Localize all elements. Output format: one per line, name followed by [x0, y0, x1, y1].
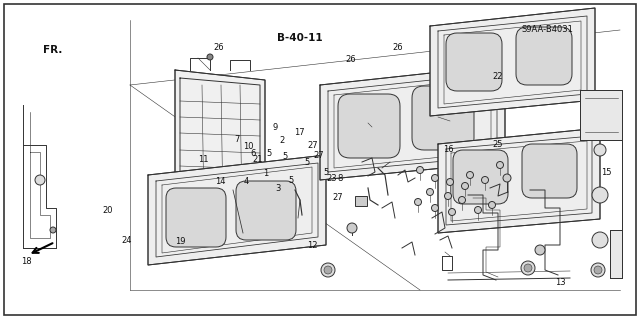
Text: 26: 26 — [214, 43, 224, 52]
Text: 14: 14 — [216, 177, 226, 186]
FancyBboxPatch shape — [516, 27, 572, 85]
Circle shape — [426, 189, 433, 196]
Circle shape — [594, 266, 602, 274]
Circle shape — [449, 209, 456, 216]
Text: 3: 3 — [276, 184, 281, 193]
Text: 5: 5 — [289, 176, 294, 185]
Text: 20: 20 — [102, 206, 113, 215]
Text: 27: 27 — [314, 151, 324, 160]
Circle shape — [321, 263, 335, 277]
Text: 15: 15 — [602, 168, 612, 177]
Text: 27: 27 — [307, 141, 317, 150]
Circle shape — [445, 192, 451, 199]
Circle shape — [415, 198, 422, 205]
Text: 7: 7 — [234, 135, 239, 144]
Circle shape — [481, 176, 488, 183]
Text: 2: 2 — [279, 136, 284, 145]
Polygon shape — [148, 155, 326, 265]
FancyBboxPatch shape — [338, 94, 400, 158]
Polygon shape — [438, 128, 600, 233]
Polygon shape — [175, 70, 265, 225]
FancyBboxPatch shape — [453, 150, 508, 204]
Circle shape — [535, 245, 545, 255]
Text: 5: 5 — [282, 152, 287, 161]
Circle shape — [207, 54, 213, 60]
Circle shape — [35, 175, 45, 185]
Circle shape — [521, 261, 535, 275]
Circle shape — [431, 204, 438, 211]
Text: 13: 13 — [555, 278, 565, 287]
Circle shape — [467, 172, 474, 179]
Circle shape — [592, 187, 608, 203]
Text: 23: 23 — [326, 174, 337, 183]
Text: 12: 12 — [307, 241, 317, 250]
Text: 10: 10 — [243, 142, 253, 151]
Circle shape — [591, 263, 605, 277]
FancyBboxPatch shape — [166, 188, 226, 247]
Polygon shape — [580, 90, 622, 278]
Text: 19: 19 — [175, 237, 186, 246]
Text: 24: 24 — [122, 236, 132, 245]
Text: 22: 22 — [493, 72, 503, 81]
Text: 5: 5 — [266, 149, 271, 158]
Circle shape — [347, 223, 357, 233]
Polygon shape — [430, 8, 595, 116]
Text: 26: 26 — [393, 43, 403, 52]
Text: 9: 9 — [273, 123, 278, 132]
Text: 5: 5 — [324, 168, 329, 177]
Text: 1: 1 — [263, 169, 268, 178]
Circle shape — [592, 232, 608, 248]
Text: 11: 11 — [198, 155, 209, 164]
FancyBboxPatch shape — [522, 144, 577, 198]
Text: 17: 17 — [294, 128, 305, 137]
Circle shape — [594, 144, 606, 156]
Circle shape — [431, 174, 438, 182]
Text: 26: 26 — [346, 55, 356, 63]
Bar — [355, 196, 367, 206]
FancyBboxPatch shape — [236, 181, 296, 240]
Text: 8: 8 — [338, 174, 343, 182]
Circle shape — [461, 182, 468, 189]
Circle shape — [324, 266, 332, 274]
FancyBboxPatch shape — [412, 86, 474, 150]
Circle shape — [497, 161, 504, 168]
Polygon shape — [320, 65, 505, 180]
Circle shape — [447, 179, 454, 186]
Circle shape — [474, 206, 481, 213]
Text: 21: 21 — [252, 155, 262, 164]
Text: 18: 18 — [22, 257, 32, 266]
Text: 5: 5 — [305, 158, 310, 167]
Circle shape — [458, 197, 465, 204]
Circle shape — [503, 174, 511, 182]
Text: 27: 27 — [333, 193, 343, 202]
Text: 16: 16 — [443, 145, 453, 154]
Text: S9AA-B4031: S9AA-B4031 — [521, 25, 573, 34]
Text: 4: 4 — [244, 177, 249, 186]
Circle shape — [524, 264, 532, 272]
Circle shape — [50, 227, 56, 233]
Text: B-40-11: B-40-11 — [276, 33, 323, 43]
Text: 25: 25 — [493, 140, 503, 149]
Circle shape — [488, 202, 495, 209]
Text: FR.: FR. — [43, 45, 62, 56]
Text: 6: 6 — [250, 149, 255, 158]
FancyBboxPatch shape — [446, 33, 502, 91]
Circle shape — [417, 167, 424, 174]
